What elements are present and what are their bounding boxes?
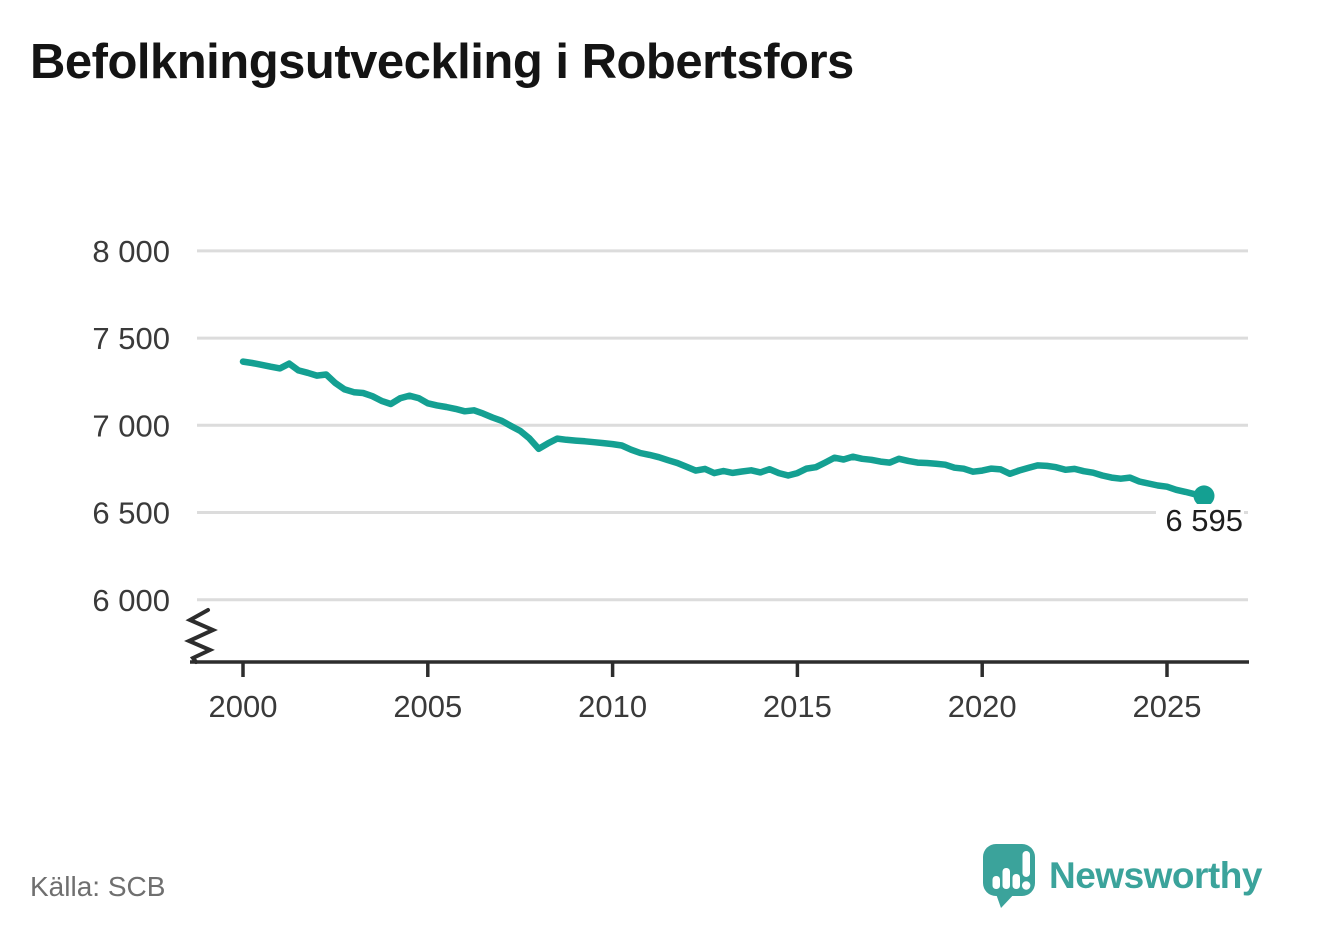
page-title: Befolkningsutveckling i Robertsfors <box>30 35 854 89</box>
end-point-dot <box>1193 485 1215 507</box>
x-tick-label: 2015 <box>763 689 832 724</box>
speech-bubble-chart-icon <box>983 844 1035 908</box>
end-label-backdrop <box>1156 504 1244 537</box>
x-tick-label: 2025 <box>1133 689 1202 724</box>
x-tick-label: 2005 <box>393 689 462 724</box>
x-axis-ticks <box>241 662 1169 677</box>
y-tick-label: 8 000 <box>92 234 170 269</box>
y-tick-label: 7 500 <box>92 321 170 356</box>
x-tick-label: 2020 <box>948 689 1017 724</box>
y-axis-labels: 8 000 7 500 7 000 6 500 6 000 <box>92 234 170 618</box>
x-tick-label: 2010 <box>578 689 647 724</box>
y-axis-break-icon <box>184 608 218 664</box>
x-axis-labels: 2000 2005 2010 2015 2020 2025 <box>209 689 1202 724</box>
y-tick-label: 6 500 <box>92 496 170 531</box>
y-tick-label: 7 000 <box>92 408 170 443</box>
x-tick-label: 2000 <box>209 689 278 724</box>
gridlines <box>197 249 1248 602</box>
source-label: Källa: SCB <box>30 871 166 902</box>
y-tick-label: 6 000 <box>92 583 170 618</box>
newsworthy-wordmark: Newsworthy <box>1049 855 1262 896</box>
newsworthy-logo[interactable]: Newsworthy <box>982 843 1262 909</box>
population-line <box>239 358 1208 500</box>
end-value-label: 6 595 <box>1165 503 1243 538</box>
